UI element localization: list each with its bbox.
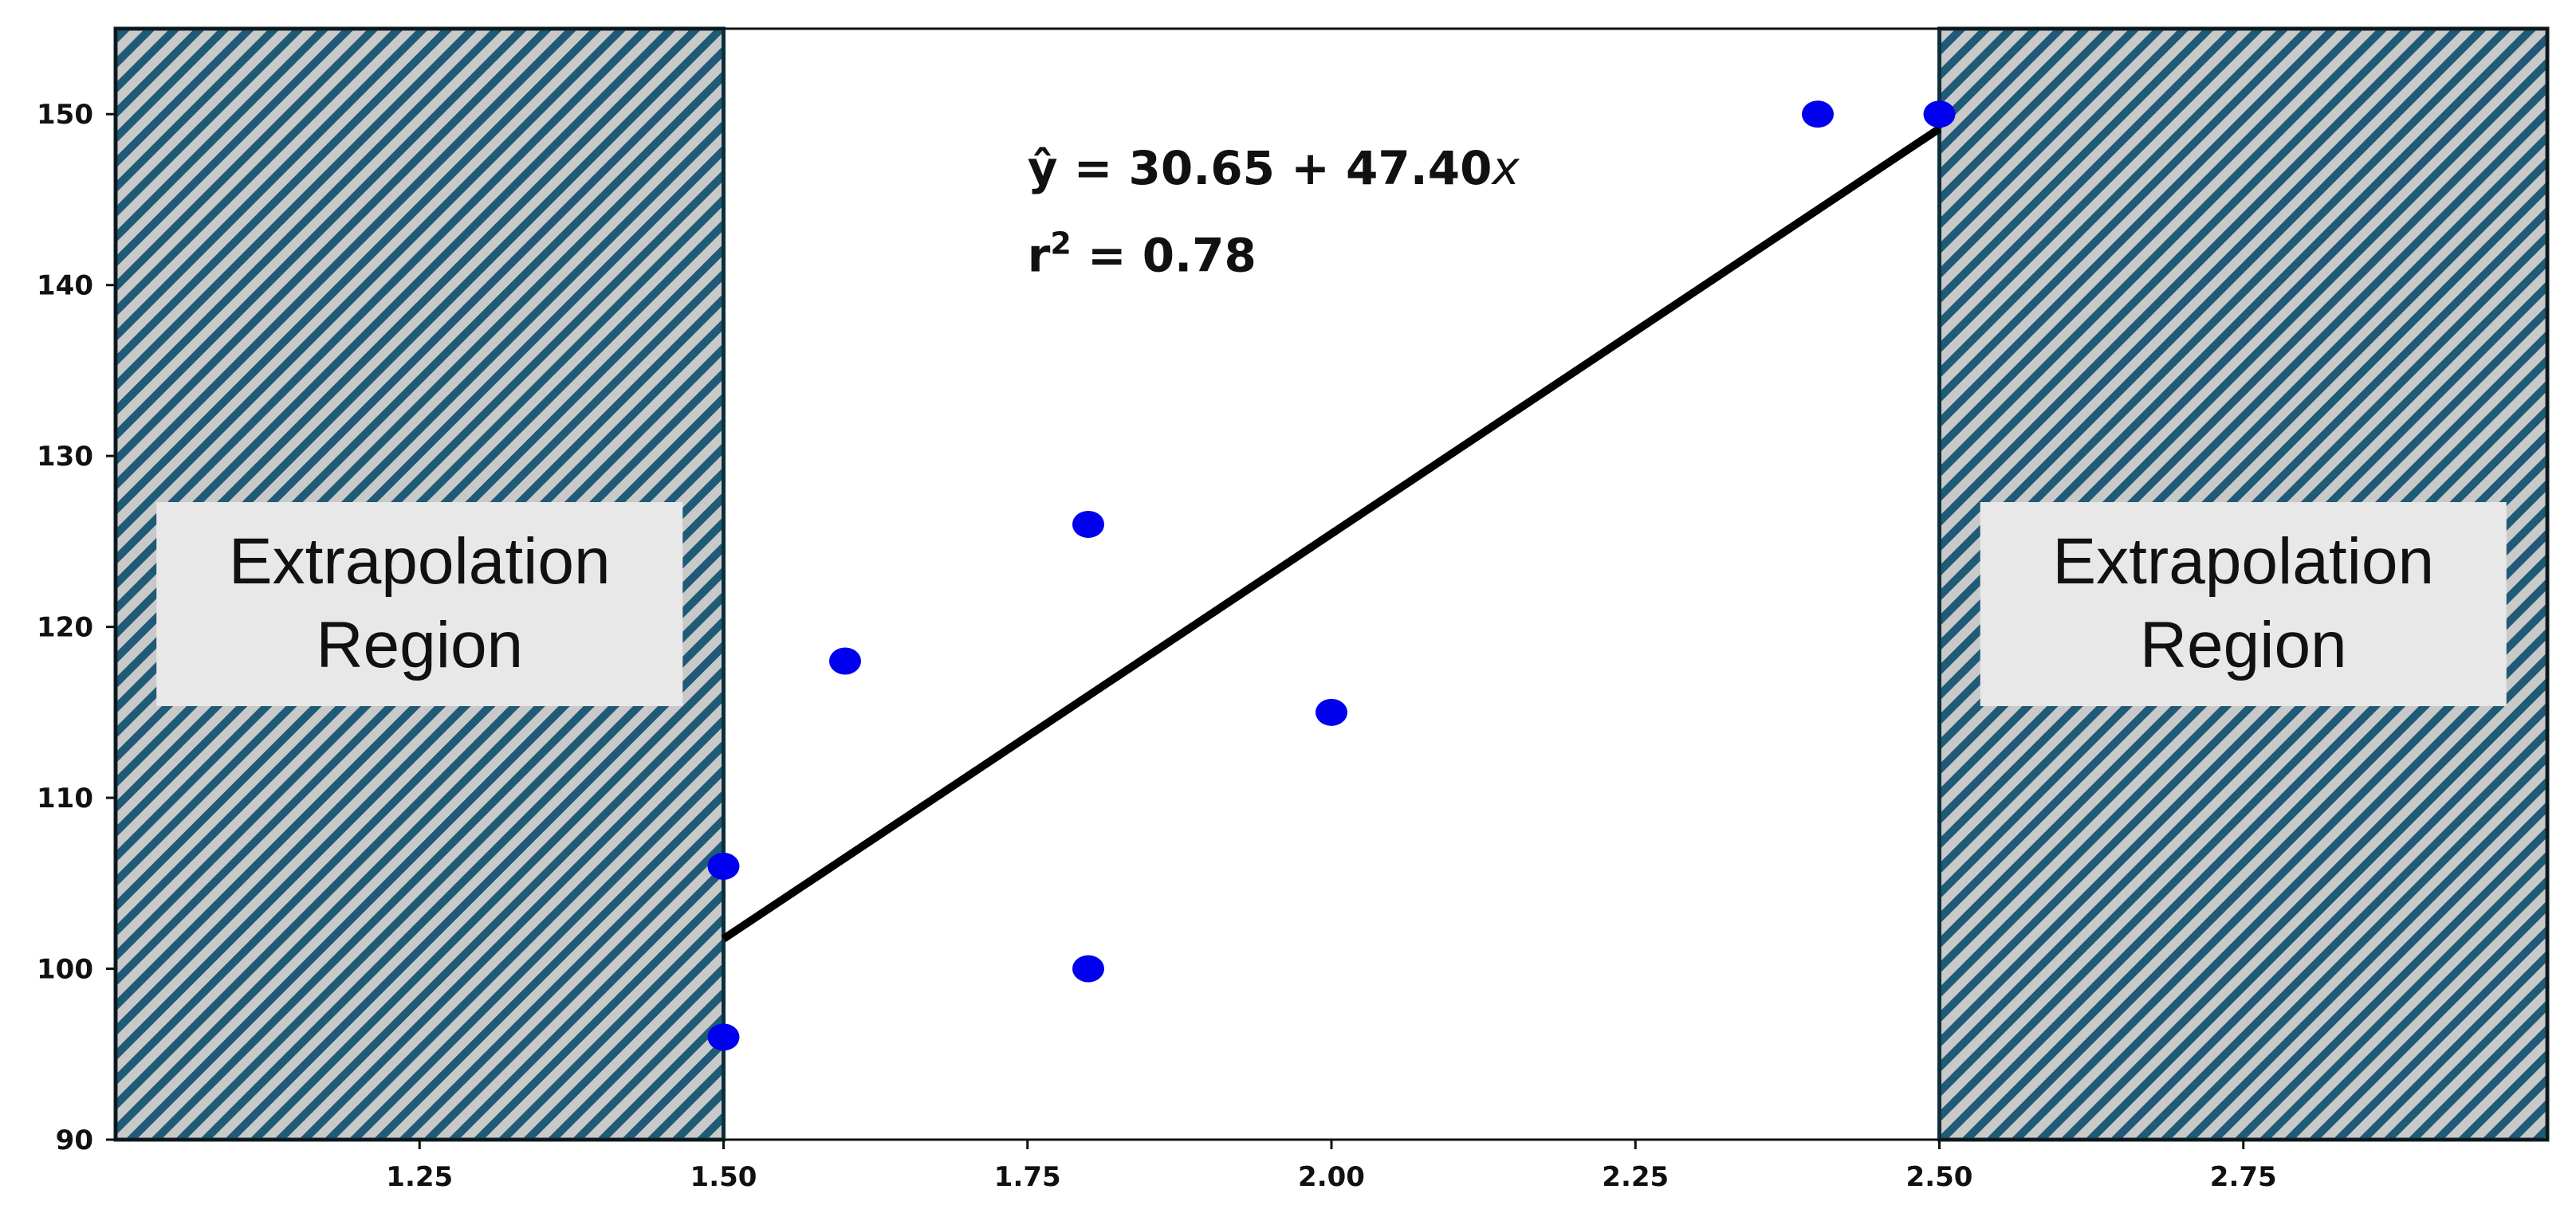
x-tick-label: 2.75 — [2210, 1161, 2277, 1193]
equation-text: ŷ = 30.65 + 47.40 — [1028, 141, 1493, 195]
data-point — [1072, 955, 1104, 983]
x-tick-label: 1.50 — [690, 1161, 757, 1193]
r-squared-symbol: r — [1028, 229, 1051, 283]
extrapolation-regions: Extrapolation Region Extrapolation Regio… — [113, 26, 2550, 1142]
r-squared-label: r2 = 0.78 — [1028, 226, 1257, 283]
x-axis: 1.25 1.50 1.75 2.00 2.25 2.50 2.75 — [386, 1140, 2277, 1193]
y-tick-label: 150 — [37, 99, 93, 131]
regression-equation: ŷ = 30.65 + 47.40x — [1028, 141, 1520, 195]
r-squared-value: = 0.78 — [1072, 229, 1257, 283]
data-point — [707, 852, 740, 880]
x-tick-label: 2.50 — [1906, 1161, 1973, 1193]
data-point — [1316, 698, 1347, 726]
region-label-left-line1: Extrapolation — [229, 525, 611, 598]
region-label-box-left — [156, 502, 683, 706]
data-point — [707, 1023, 740, 1051]
y-tick-label: 90 — [56, 1125, 93, 1156]
equation-variable: x — [1490, 141, 1520, 195]
y-tick-label: 100 — [37, 954, 93, 986]
data-point — [1802, 100, 1834, 128]
x-tick-label: 2.25 — [1602, 1161, 1669, 1193]
x-tick-label: 2.00 — [1298, 1161, 1365, 1193]
region-label-left-line2: Region — [316, 609, 523, 681]
x-tick-label: 1.25 — [386, 1161, 453, 1193]
data-points — [707, 100, 1956, 1051]
y-tick-label: 110 — [37, 783, 93, 814]
region-label-right-line2: Region — [2140, 609, 2347, 681]
y-tick-label: 120 — [37, 612, 93, 644]
data-point — [1072, 510, 1104, 538]
region-label-right-line1: Extrapolation — [2052, 525, 2434, 598]
data-point — [829, 647, 861, 675]
region-label-box-right — [1980, 502, 2507, 706]
r-squared-exponent: 2 — [1050, 226, 1071, 261]
x-tick-label: 1.75 — [994, 1161, 1061, 1193]
y-tick-label: 140 — [37, 270, 93, 302]
regression-line — [721, 125, 1942, 943]
y-tick-label: 130 — [37, 441, 93, 473]
data-point — [1923, 100, 1956, 128]
y-axis: 90 100 110 120 130 140 150 — [37, 99, 116, 1156]
